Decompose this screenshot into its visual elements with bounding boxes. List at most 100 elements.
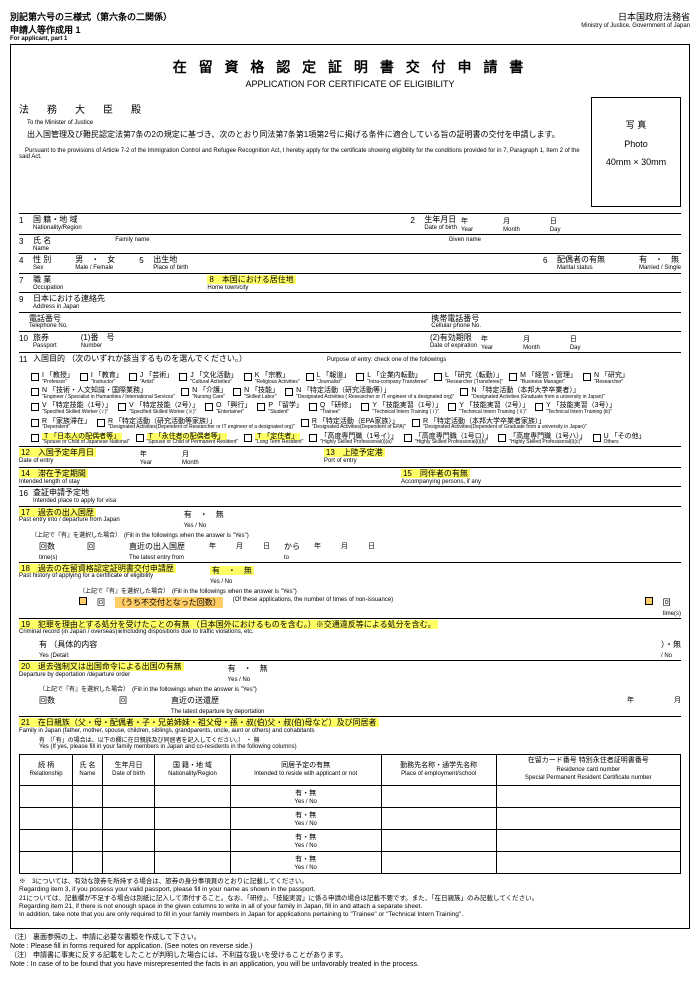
purpose-item[interactable]: R 「特定活動（EPA家族）」"Designated Activities(De… [301, 418, 406, 431]
family-cell[interactable] [155, 829, 230, 851]
fnum-4: 4 [19, 256, 29, 265]
family-cell[interactable] [73, 785, 102, 807]
form-header: 別記第六号の三様式（第六条の二関係） 申請人等作成用 1 For applica… [10, 10, 690, 42]
family-cell[interactable]: 有・無Yes / No [230, 851, 381, 873]
purpose-item[interactable]: N 「技能」"Skilled Labor" [233, 387, 279, 400]
purpose-item[interactable]: N 「特定活動（研究活動等）」"Designated Activities ( … [285, 387, 454, 400]
purpose-item[interactable]: O 「興行」"Entertainer" [205, 402, 251, 415]
f18-times: 回time(s) [663, 597, 681, 617]
purpose-item[interactable]: R 「特定活動（研究活動等家族）」"Designated Activities(… [97, 418, 295, 431]
family-cell[interactable] [496, 785, 680, 807]
family-cell[interactable] [20, 807, 73, 829]
family-cell[interactable] [381, 785, 496, 807]
purpose-item[interactable]: Y 「技能実習（1号）」"Technical Intern Training (… [361, 402, 442, 415]
fnum-16: 16 [19, 489, 29, 498]
f17-sub: （上記で『有』を選択した場合） (Fill in the followings … [19, 530, 681, 539]
ministry-en: Ministry of Justice, Government of Japan [581, 23, 690, 29]
ymd-12: 年Year 月Month [140, 449, 320, 466]
f18-box1[interactable] [79, 597, 87, 605]
f11-label: 入国目的 （次のいずれか該当するものを選んでください。）Purpose of e… [33, 355, 446, 364]
purpose-item[interactable]: L 「研究（転勤）」"Researcher (Transferee)" [434, 372, 503, 385]
purpose-item[interactable]: Y 「技能実習（2号）」"Technical Intern Training (… [448, 402, 529, 415]
purpose-item[interactable]: M 「経営・管理」"Business Manager" [509, 372, 577, 385]
f17-from: からto [284, 541, 300, 561]
applicant-en: For applicant, part 1 [10, 36, 172, 42]
family-cell[interactable] [496, 807, 680, 829]
f14-label: 14 滞在予定期間Intended length of stay [19, 470, 88, 485]
purpose-item[interactable]: 「高度専門職（1号ハ）」"Highly Skilled Professional… [498, 433, 586, 446]
family-cell[interactable] [20, 785, 73, 807]
family-cell[interactable]: 有・無Yes / No [230, 829, 381, 851]
f6-label: 配偶者の有無Marital status [557, 256, 605, 271]
purpose-item[interactable]: V 「特定技能（2号）」"Specified Skilled Worker ( … [118, 402, 199, 415]
purpose-item[interactable]: 「高度専門職（1号ロ）」"Highly Skilled Professional… [404, 433, 492, 446]
f18-box2[interactable] [645, 597, 653, 605]
f17-latest: 直近の出入国歴The latest entry from [129, 541, 185, 561]
purpose-item[interactable]: T 「永住者の配偶者等」"Spouse or Child of Permanen… [136, 433, 239, 446]
purpose-item[interactable]: Q 「研修」"Trainee" [309, 402, 355, 415]
family-cell[interactable] [496, 829, 680, 851]
purpose-item[interactable]: P 「留学」"Student" [257, 402, 303, 415]
fnum-5: 5 [139, 256, 149, 265]
f3-label: 氏 名Name [33, 237, 51, 252]
purpose-item[interactable]: T 「日本人の配偶者等」"Spouse or Child of Japanese… [31, 433, 130, 446]
family-cell[interactable] [20, 829, 73, 851]
purpose-item[interactable]: T 「定住者」"Long Term Resident" [244, 433, 303, 446]
f10-1: (1)番 号Number [81, 334, 115, 349]
family-cell[interactable] [73, 829, 102, 851]
purpose-item[interactable]: N 「研究」"Researcher" [583, 372, 629, 385]
fnum-3: 3 [19, 237, 29, 246]
ymd-2: 年Year 月Month 日Day [461, 216, 681, 233]
f16-label: 査証申請予定地Intended place to apply for visa [33, 489, 116, 504]
form-body: 在 留 資 格 認 定 証 明 書 交 付 申 請 書 APPLICATION … [10, 44, 690, 929]
fnum-1: 1 [19, 216, 29, 225]
ymd-17b: 年月日 [314, 541, 375, 551]
purpose-item[interactable]: I 「教授」"Professor" [31, 372, 74, 385]
f13-label: 13 上陸予定港Port of entry [324, 449, 385, 464]
ymd-17a: 年月日 [209, 541, 270, 551]
tel-label: 電話番号Telephone No. [29, 315, 68, 330]
purpose-item[interactable]: U 「その他」Others [593, 433, 646, 446]
f19-label: 19 犯罪を理由とする処分を受けたことの有無 （日本国外におけるものを含む。）※… [19, 621, 438, 636]
purpose-item[interactable]: K 「宗教」"Religious Activities" [244, 372, 300, 385]
purpose-item[interactable]: L 「企業内転勤」"Intra-company Transferee" [356, 372, 428, 385]
purpose-item[interactable]: I 「教育」"Instructor" [80, 372, 123, 385]
family-cell[interactable] [155, 851, 230, 873]
purpose-item[interactable]: J 「芸術」"Artist" [129, 372, 173, 385]
family-cell[interactable] [102, 785, 155, 807]
family-table: 続 柄Relationship氏 名Name生年月日Date of birth国… [19, 754, 681, 873]
f19-no: ）・無/ No [661, 639, 681, 659]
family-cell[interactable]: 有・無Yes / No [230, 785, 381, 807]
family-cell[interactable] [102, 807, 155, 829]
family-cell[interactable]: 有・無Yes / No [230, 807, 381, 829]
cell-label: 携帯電話番号Cellular phone No. [431, 315, 481, 330]
family-cell[interactable] [73, 807, 102, 829]
applicant-line: 申請人等作成用 1 [10, 23, 172, 36]
purpose-item[interactable]: V 「特定技能（1号）」"Specified Skilled Worker ( … [31, 402, 112, 415]
f9-label: 日本における連絡先Address in Japan [33, 295, 105, 310]
f15-label: 15 同伴者の有無Accompanying persons, if any [401, 470, 481, 485]
family-cell[interactable] [102, 851, 155, 873]
family-cell[interactable] [73, 851, 102, 873]
family-cell[interactable] [20, 851, 73, 873]
ymd-10: 年Year 月Month 日Day [481, 334, 681, 351]
purpose-item[interactable]: N 「介護」"Nursing Care" [181, 387, 227, 400]
purpose-item[interactable]: N 「特定活動（本邦大学卒業者）」"Designated Activities … [460, 387, 605, 400]
purpose-item[interactable]: R 「家族滞在」"Dependent" [31, 418, 91, 431]
family-cell[interactable] [102, 829, 155, 851]
purpose-item[interactable]: 「高度専門職（1号イ）」"Highly Skilled Professional… [309, 433, 397, 446]
purpose-item[interactable]: J 「文化活動」"Cultural Activities" [179, 372, 237, 385]
purpose-item[interactable]: N 「技術・人文知識・国際業務」"Engineer / Specialist i… [31, 387, 175, 400]
family-cell[interactable] [381, 851, 496, 873]
family-cell[interactable] [155, 785, 230, 807]
purpose-item[interactable]: Y 「技能実習（3号）」"Technical Intern Training (… [535, 402, 616, 415]
purpose-item[interactable]: R 「特定活動（本邦大学卒業者家族）」"Designated Activitie… [412, 418, 587, 431]
f10-2: (2)有効期限Date of expiration [430, 334, 477, 349]
family-cell[interactable] [496, 851, 680, 873]
purpose-item[interactable]: L 「報道」"Journalist" [306, 372, 351, 385]
f19-yes: 有 （具体的内容Yes (Detail: [39, 639, 97, 659]
family-cell[interactable] [381, 829, 496, 851]
f20-latest: 直近の送還歴The latest departure by deportatio… [171, 695, 264, 715]
family-cell[interactable] [155, 807, 230, 829]
family-cell[interactable] [381, 807, 496, 829]
